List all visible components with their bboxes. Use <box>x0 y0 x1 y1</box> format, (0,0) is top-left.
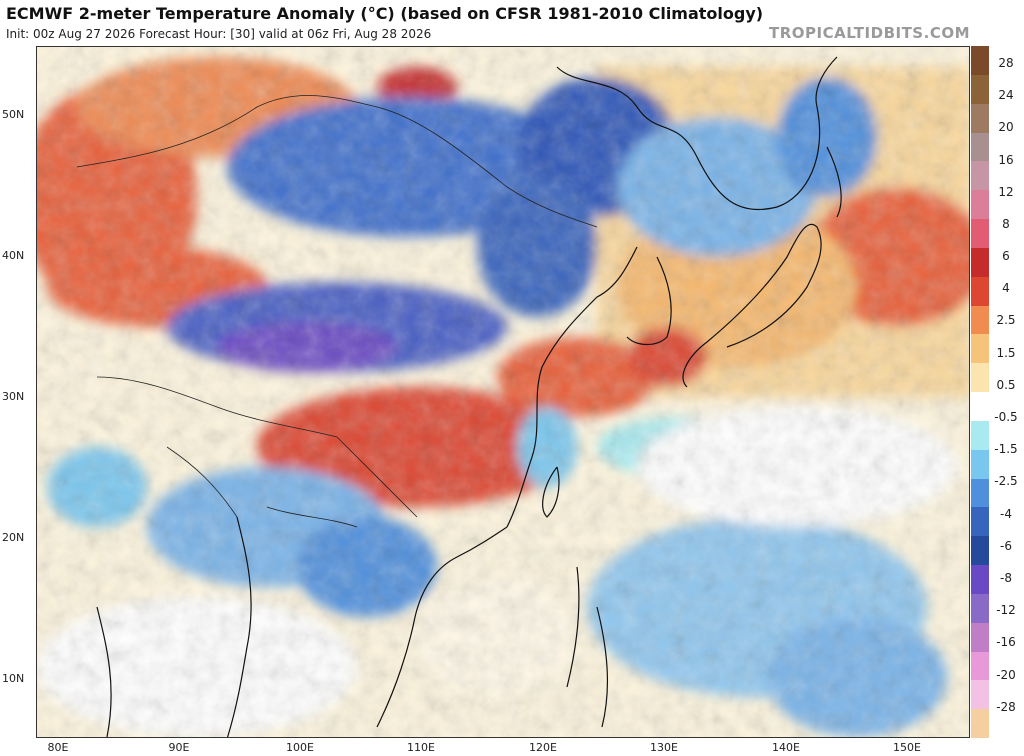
color-scale-segment <box>971 305 989 335</box>
color-scale-segment <box>971 247 989 278</box>
color-scale-segment <box>971 276 989 306</box>
lon-label-80e: 80E <box>47 741 69 754</box>
color-scale-segment <box>971 507 989 537</box>
color-scale-segment <box>971 680 989 710</box>
lon-label-150e: 150E <box>893 741 921 754</box>
color-scale-label: 2.5 <box>996 313 1016 328</box>
color-scale-label: -1.5 <box>994 442 1018 457</box>
color-scale-segment <box>971 420 989 451</box>
color-scale-label: -12 <box>996 603 1016 618</box>
color-scale-segment <box>971 219 989 249</box>
color-scale-label: -6 <box>1000 538 1012 553</box>
color-scale-segment <box>971 478 989 508</box>
color-scale-segment <box>971 334 989 364</box>
lon-label-130e: 130E <box>650 741 678 754</box>
lon-label-110e: 110E <box>407 741 435 754</box>
color-scale-segment <box>971 565 989 595</box>
color-scale-label: -28 <box>996 699 1016 714</box>
color-scale-label: 12 <box>998 184 1014 199</box>
lon-label-120e: 120E <box>529 741 557 754</box>
coastlines <box>96 56 842 737</box>
color-scale-segment <box>971 161 989 191</box>
lon-label-100e: 100E <box>286 741 314 754</box>
color-scale-label: -16 <box>996 635 1016 650</box>
color-scale-label: 0.5 <box>996 377 1016 392</box>
header: ECMWF 2-meter Temperature Anomaly (°C) (… <box>0 0 1024 46</box>
color-scale-bar <box>971 46 989 739</box>
color-scale-segment <box>971 392 989 422</box>
anomaly-map <box>37 47 969 737</box>
chart-title: ECMWF 2-meter Temperature Anomaly (°C) (… <box>6 4 764 23</box>
color-scale-segment <box>971 536 989 566</box>
color-scale-label: 16 <box>998 152 1014 167</box>
color-scale-label: -2.5 <box>994 474 1018 489</box>
color-scale-label: 28 <box>998 56 1014 70</box>
lat-label-50n: 50N <box>2 108 25 121</box>
map-panel <box>36 46 970 738</box>
color-scale-segment <box>971 74 989 105</box>
color-scale-label: -20 <box>996 667 1016 682</box>
color-scale-segment <box>971 593 989 624</box>
color-scale-label: 4 <box>1002 281 1010 296</box>
color-scale-segment <box>971 363 989 393</box>
color-scale-segment <box>971 449 989 479</box>
color-scale-label: -0.5 <box>994 410 1018 425</box>
color-scale-label: 1.5 <box>996 345 1016 360</box>
country-borders <box>76 95 598 528</box>
color-scale-segment <box>971 132 989 162</box>
lat-label-20n: 20N <box>2 531 25 544</box>
lon-label-90e: 90E <box>168 741 190 754</box>
color-scale-segment <box>971 46 989 76</box>
color-scale-label: -8 <box>1000 570 1012 585</box>
forecast-info: Init: 00z Aug 27 2026 Forecast Hour: [30… <box>6 27 432 41</box>
lat-label-10n: 10N <box>2 672 25 685</box>
color-scale-label: 20 <box>998 120 1014 135</box>
lat-label-30n: 30N <box>2 390 25 403</box>
color-scale-label: 8 <box>1002 216 1010 231</box>
lon-label-140e: 140E <box>772 741 800 754</box>
color-scale-label: -4 <box>1000 506 1012 521</box>
color-scale-segment <box>971 622 989 652</box>
color-scale-segment <box>971 709 989 739</box>
lat-label-40n: 40N <box>2 249 25 262</box>
color-scale-segment <box>971 651 989 681</box>
color-scale-label: 6 <box>1002 249 1010 264</box>
color-scale-label: 24 <box>998 88 1014 103</box>
color-scale-segment <box>971 190 989 220</box>
color-scale-segment <box>971 103 989 133</box>
texture <box>37 47 969 737</box>
brand-logo-text[interactable]: TROPICALTIDBITS.COM <box>769 24 970 42</box>
